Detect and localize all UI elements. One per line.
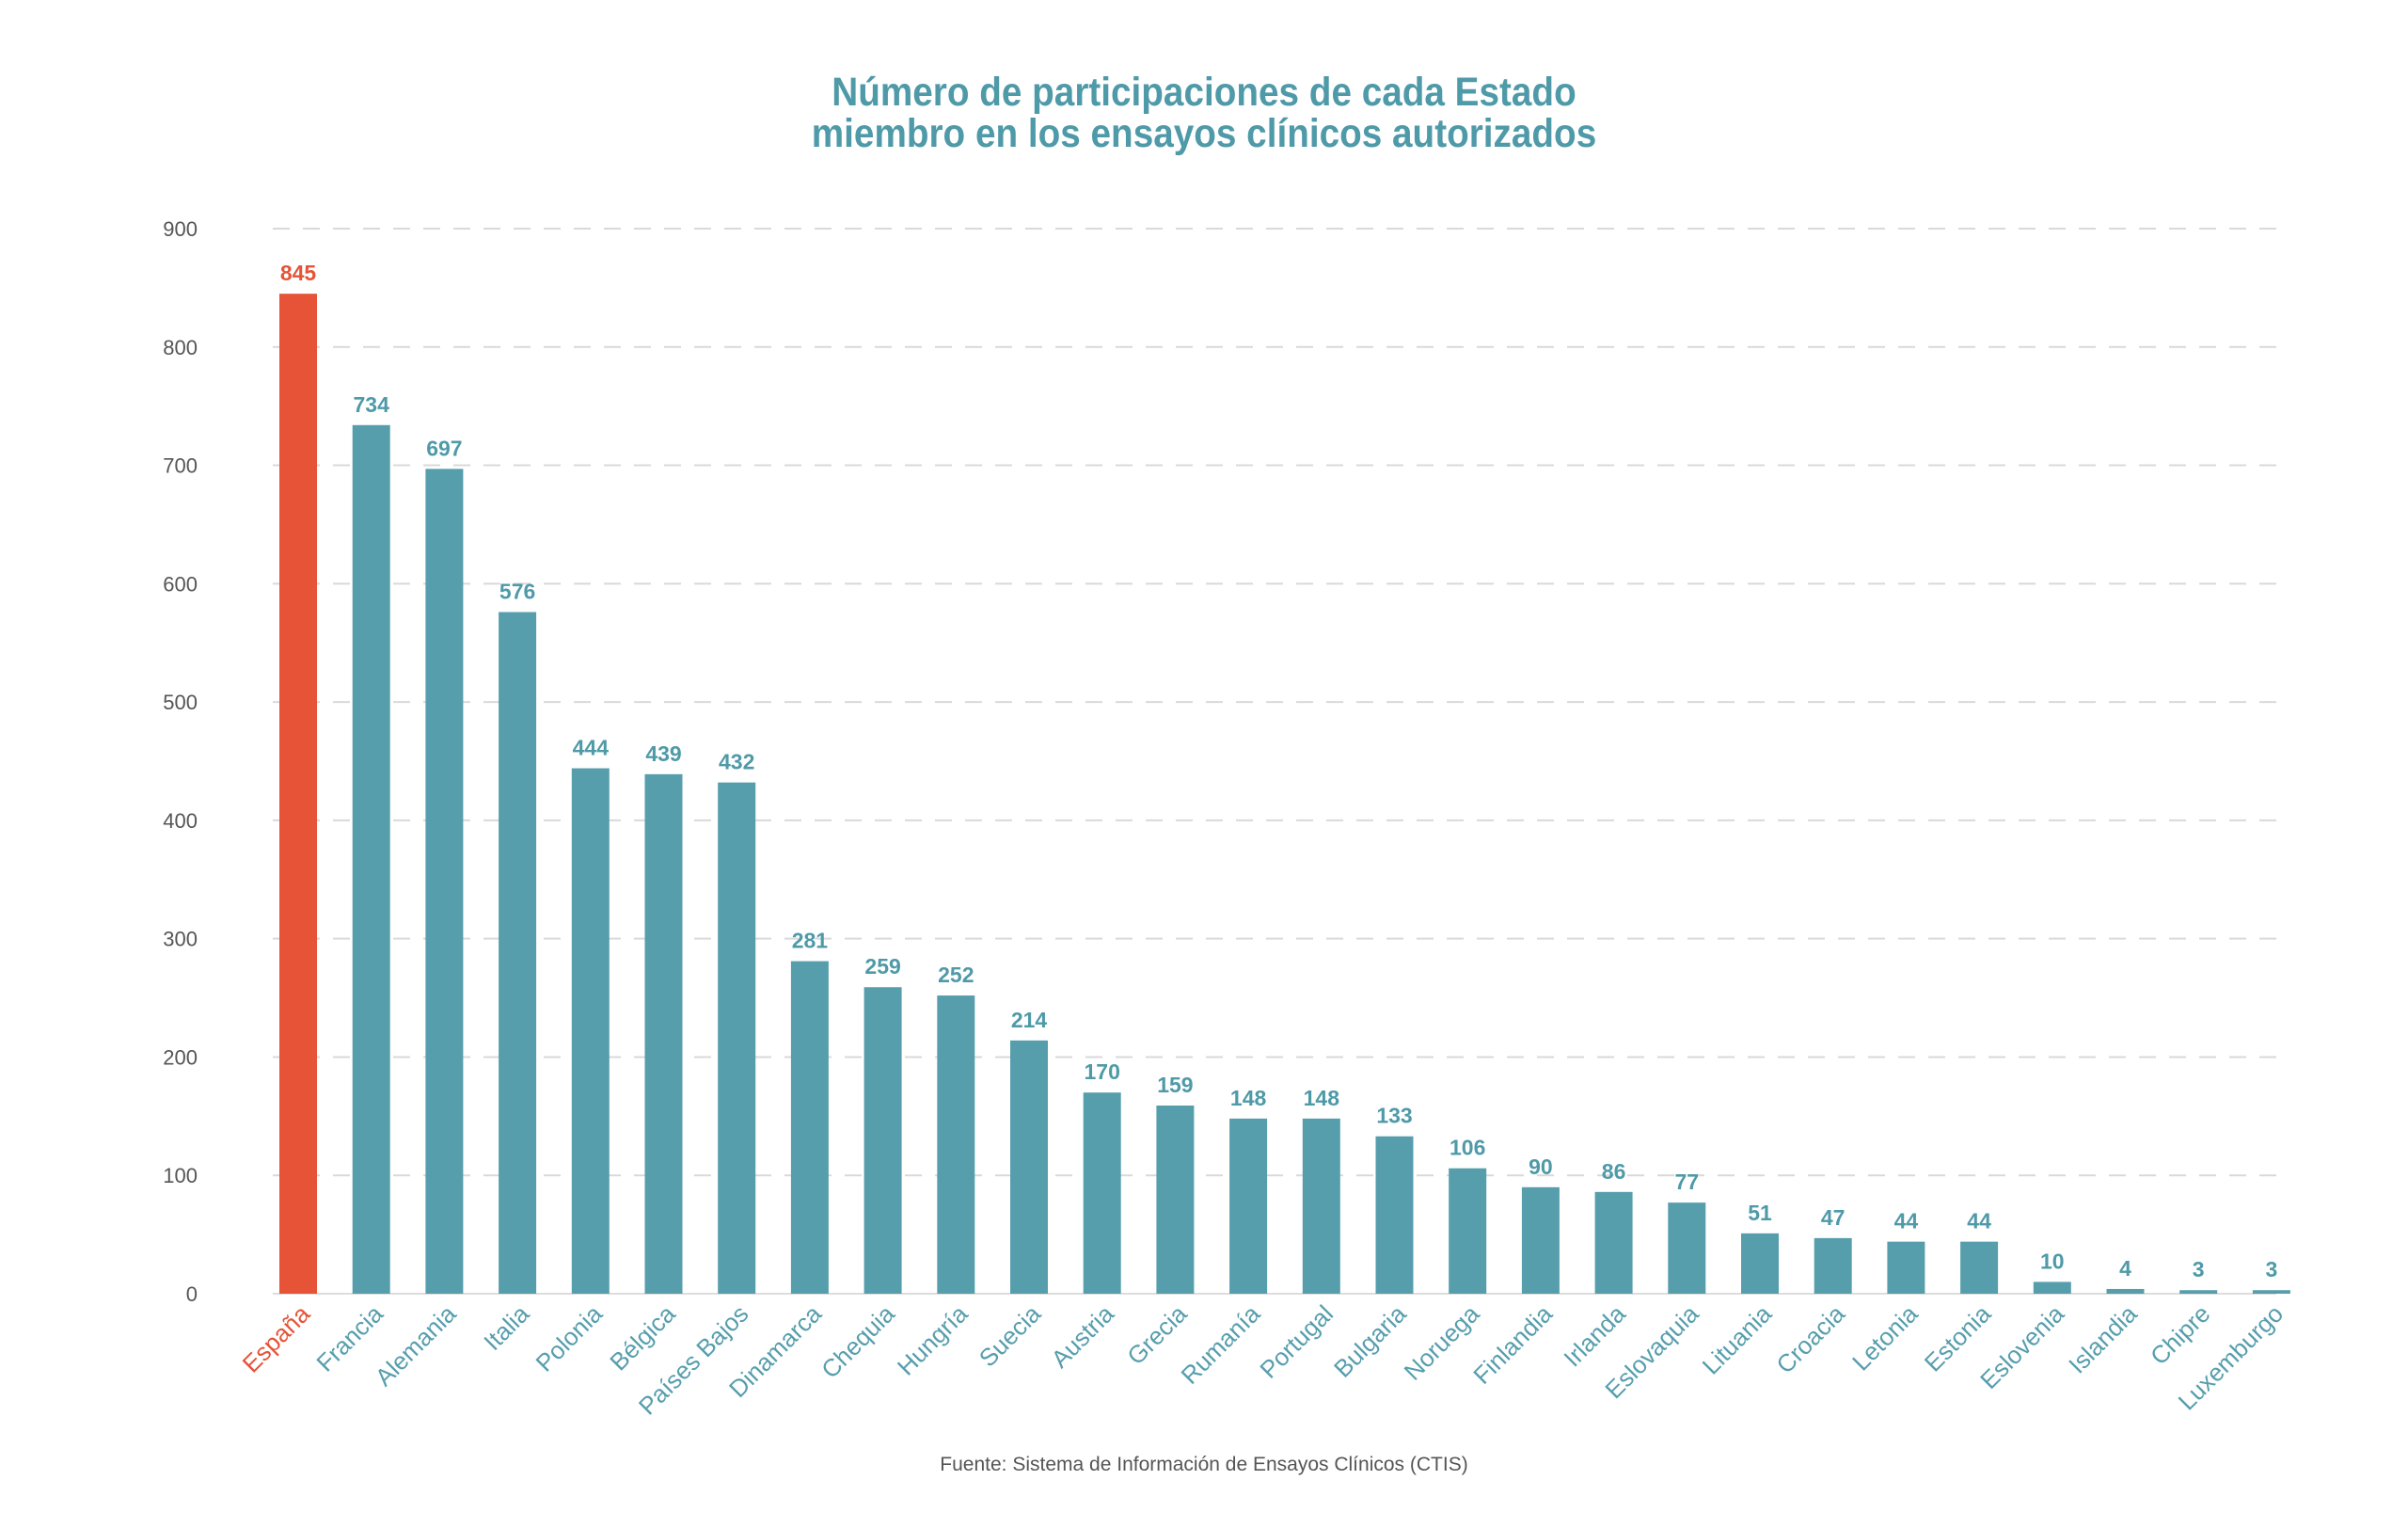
value-label: 51 bbox=[1748, 1201, 1772, 1225]
y-tick-label: 600 bbox=[163, 572, 198, 596]
y-tick-label: 400 bbox=[163, 809, 198, 833]
bar bbox=[863, 987, 902, 1294]
category-label: Finlandia bbox=[1467, 1299, 1558, 1390]
y-tick-label: 900 bbox=[163, 217, 198, 241]
value-label: 10 bbox=[2040, 1249, 2065, 1273]
category-label: Polonia bbox=[530, 1299, 608, 1377]
value-label: 106 bbox=[1450, 1136, 1485, 1160]
category-label: Alemania bbox=[370, 1299, 462, 1392]
value-label: 3 bbox=[2266, 1257, 2278, 1281]
category-label: Italia bbox=[478, 1299, 534, 1356]
category-label: Rumanía bbox=[1176, 1299, 1266, 1390]
bar bbox=[499, 612, 537, 1294]
value-label: 281 bbox=[792, 929, 829, 953]
bar bbox=[937, 995, 975, 1294]
bar bbox=[1449, 1168, 1487, 1294]
value-label: 77 bbox=[1675, 1170, 1700, 1194]
category-label: Lituania bbox=[1697, 1299, 1778, 1380]
value-label: 576 bbox=[499, 580, 535, 604]
y-tick-label: 800 bbox=[163, 336, 198, 359]
bar bbox=[790, 961, 829, 1294]
category-label: Bulgaria bbox=[1328, 1299, 1412, 1383]
bar bbox=[644, 773, 683, 1294]
bar bbox=[1741, 1233, 1779, 1294]
bar bbox=[1302, 1118, 1340, 1294]
bar bbox=[2179, 1290, 2218, 1294]
value-label: 252 bbox=[938, 963, 974, 987]
bar bbox=[1594, 1191, 1633, 1294]
bar bbox=[2106, 1288, 2145, 1294]
bar bbox=[1083, 1092, 1121, 1294]
y-tick-label: 200 bbox=[163, 1045, 198, 1069]
category-label: Austria bbox=[1046, 1299, 1120, 1374]
value-label: 845 bbox=[280, 261, 317, 285]
source-note: Fuente: Sistema de Información de Ensayo… bbox=[940, 1454, 1468, 1475]
category-label: Chequia bbox=[816, 1299, 900, 1384]
category-label: Chipre bbox=[2145, 1299, 2215, 1370]
value-label: 4 bbox=[2119, 1256, 2131, 1281]
bar bbox=[1887, 1241, 1925, 1294]
y-tick-label: 300 bbox=[163, 928, 198, 951]
bar bbox=[571, 768, 610, 1294]
value-label: 259 bbox=[864, 954, 900, 979]
y-tick-label: 500 bbox=[163, 691, 198, 714]
category-label: Letonia bbox=[1846, 1299, 1924, 1377]
value-label: 697 bbox=[426, 436, 462, 460]
bar bbox=[1229, 1118, 1268, 1294]
value-label: 432 bbox=[719, 750, 754, 774]
category-label: Croacia bbox=[1770, 1299, 1850, 1379]
category-label: Suecia bbox=[974, 1299, 1047, 1373]
chart-title: Número de participaciones de cada Estado… bbox=[120, 72, 2288, 154]
value-label: 133 bbox=[1376, 1104, 1412, 1128]
value-label: 44 bbox=[1967, 1209, 1991, 1234]
value-label: 44 bbox=[1894, 1209, 1919, 1234]
bar bbox=[1156, 1106, 1195, 1294]
bar bbox=[1375, 1136, 1414, 1294]
bar bbox=[425, 469, 464, 1295]
bar bbox=[1814, 1237, 1852, 1294]
value-label: 148 bbox=[1230, 1086, 1267, 1110]
chart-title-line-1: Número de participaciones de cada Estado bbox=[832, 70, 1576, 115]
bar bbox=[2033, 1281, 2071, 1294]
y-tick-label: 100 bbox=[163, 1164, 198, 1187]
category-label: Hungría bbox=[892, 1299, 974, 1381]
value-label: 439 bbox=[645, 741, 681, 766]
bar bbox=[352, 424, 390, 1294]
value-label: 159 bbox=[1157, 1073, 1193, 1097]
value-label: 148 bbox=[1304, 1086, 1340, 1110]
chart-title-line-2: miembro en los ensayos clínicos autoriza… bbox=[811, 111, 1597, 156]
bar bbox=[1668, 1202, 1706, 1294]
y-tick-label: 700 bbox=[163, 454, 198, 478]
category-label: Irlanda bbox=[1558, 1299, 1631, 1373]
bar bbox=[718, 782, 756, 1294]
bar bbox=[1960, 1241, 1999, 1294]
value-label: 86 bbox=[1602, 1159, 1626, 1184]
y-tick-label: 0 bbox=[186, 1282, 198, 1306]
bar bbox=[2252, 1290, 2290, 1294]
category-label: Portugal bbox=[1254, 1299, 1339, 1384]
value-label: 734 bbox=[354, 392, 390, 417]
bar bbox=[1010, 1040, 1048, 1294]
value-label: 47 bbox=[1821, 1205, 1846, 1230]
value-label: 90 bbox=[1529, 1154, 1553, 1179]
value-label: 214 bbox=[1011, 1008, 1048, 1032]
bar bbox=[1521, 1186, 1560, 1294]
value-label: 3 bbox=[2193, 1257, 2205, 1281]
bar bbox=[279, 294, 317, 1295]
category-label: España bbox=[237, 1299, 316, 1378]
category-label: Islandia bbox=[2063, 1299, 2143, 1379]
value-label: 444 bbox=[573, 736, 610, 760]
value-label: 170 bbox=[1085, 1059, 1120, 1084]
category-label: Grecia bbox=[1121, 1299, 1193, 1371]
